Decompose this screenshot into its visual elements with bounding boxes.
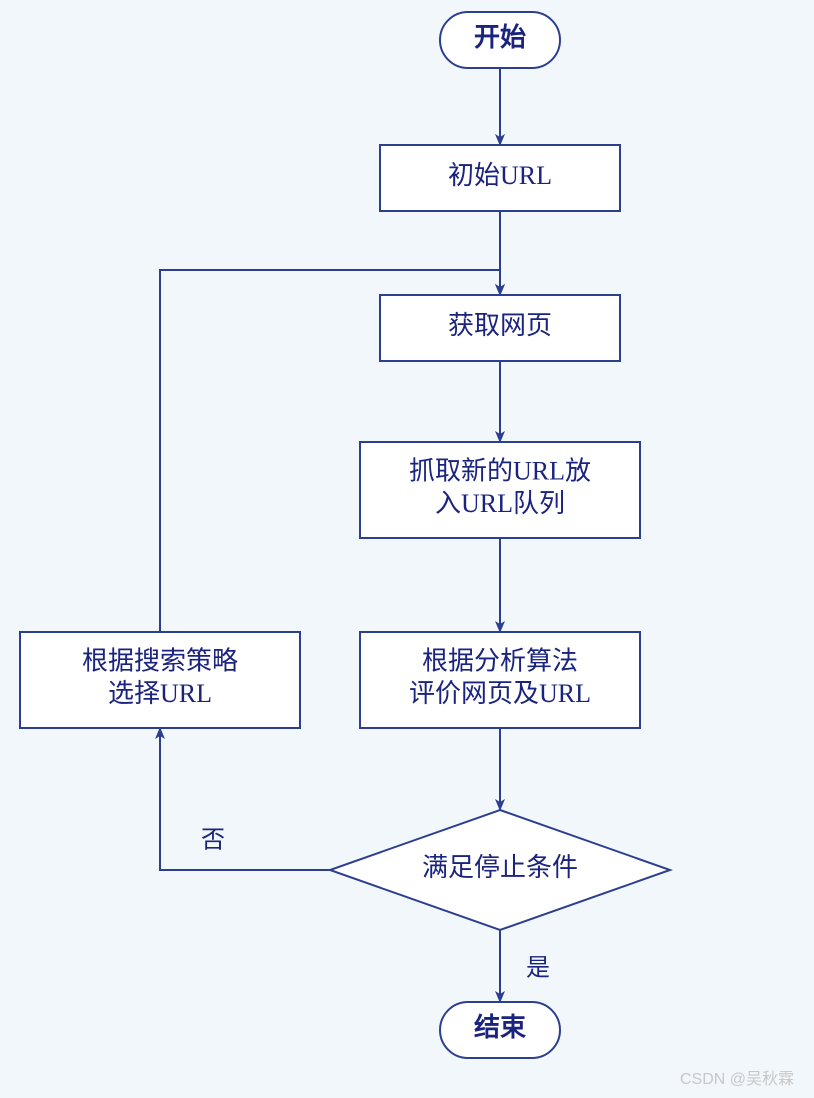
edge-label: 是 — [526, 956, 550, 982]
node-analyze: 根据分析算法评价网页及URL — [360, 632, 640, 728]
node-label: 满足停止条件 — [422, 853, 578, 882]
node-extract: 抓取新的URL放入URL队列 — [360, 442, 640, 538]
watermark-text: CSDN @吴秋霖 — [680, 1070, 794, 1088]
node-label: 选择URL — [108, 679, 212, 708]
node-label: 入URL队列 — [435, 489, 565, 518]
node-label: 获取网页 — [448, 311, 552, 340]
node-label: 评价网页及URL — [409, 679, 591, 708]
node-fetch: 获取网页 — [380, 295, 620, 361]
node-select: 根据搜索策略选择URL — [20, 632, 300, 728]
edge-label: 否 — [201, 828, 225, 854]
flowchart-canvas: 是否 开始初始URL获取网页抓取新的URL放入URL队列根据分析算法评价网页及U… — [0, 0, 814, 1098]
node-initurl: 初始URL — [380, 145, 620, 211]
node-label: 结束 — [474, 1012, 527, 1042]
node-label: 根据分析算法 — [422, 647, 578, 676]
node-label: 初始URL — [448, 161, 552, 190]
node-label: 开始 — [474, 23, 526, 52]
node-start: 开始 — [440, 12, 560, 68]
node-label: 根据搜索策略 — [82, 647, 238, 676]
node-end: 结束 — [440, 1002, 560, 1058]
node-label: 抓取新的URL放 — [409, 457, 591, 486]
